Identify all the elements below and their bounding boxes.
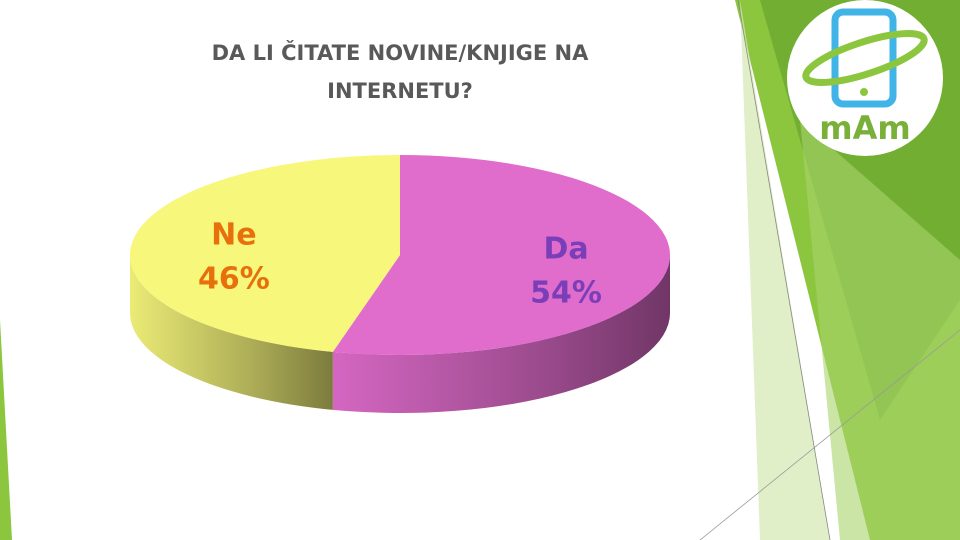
slice-category: Da [544,231,589,266]
slice-side-shade [332,255,670,413]
slice [130,155,401,352]
slice [332,155,671,355]
chart-title: DA LI ČITATE NOVINE/KNJIGE NA INTERNETU? [211,41,589,103]
slice-side-shade [130,255,333,410]
slice-category: Ne [211,218,256,253]
slice-value: 54% [530,275,602,310]
pie: Da 54% Ne 46% [130,155,671,413]
slice-value: 46% [198,262,270,297]
logo-text: mAm [819,109,910,147]
logo: mAm [787,0,943,156]
